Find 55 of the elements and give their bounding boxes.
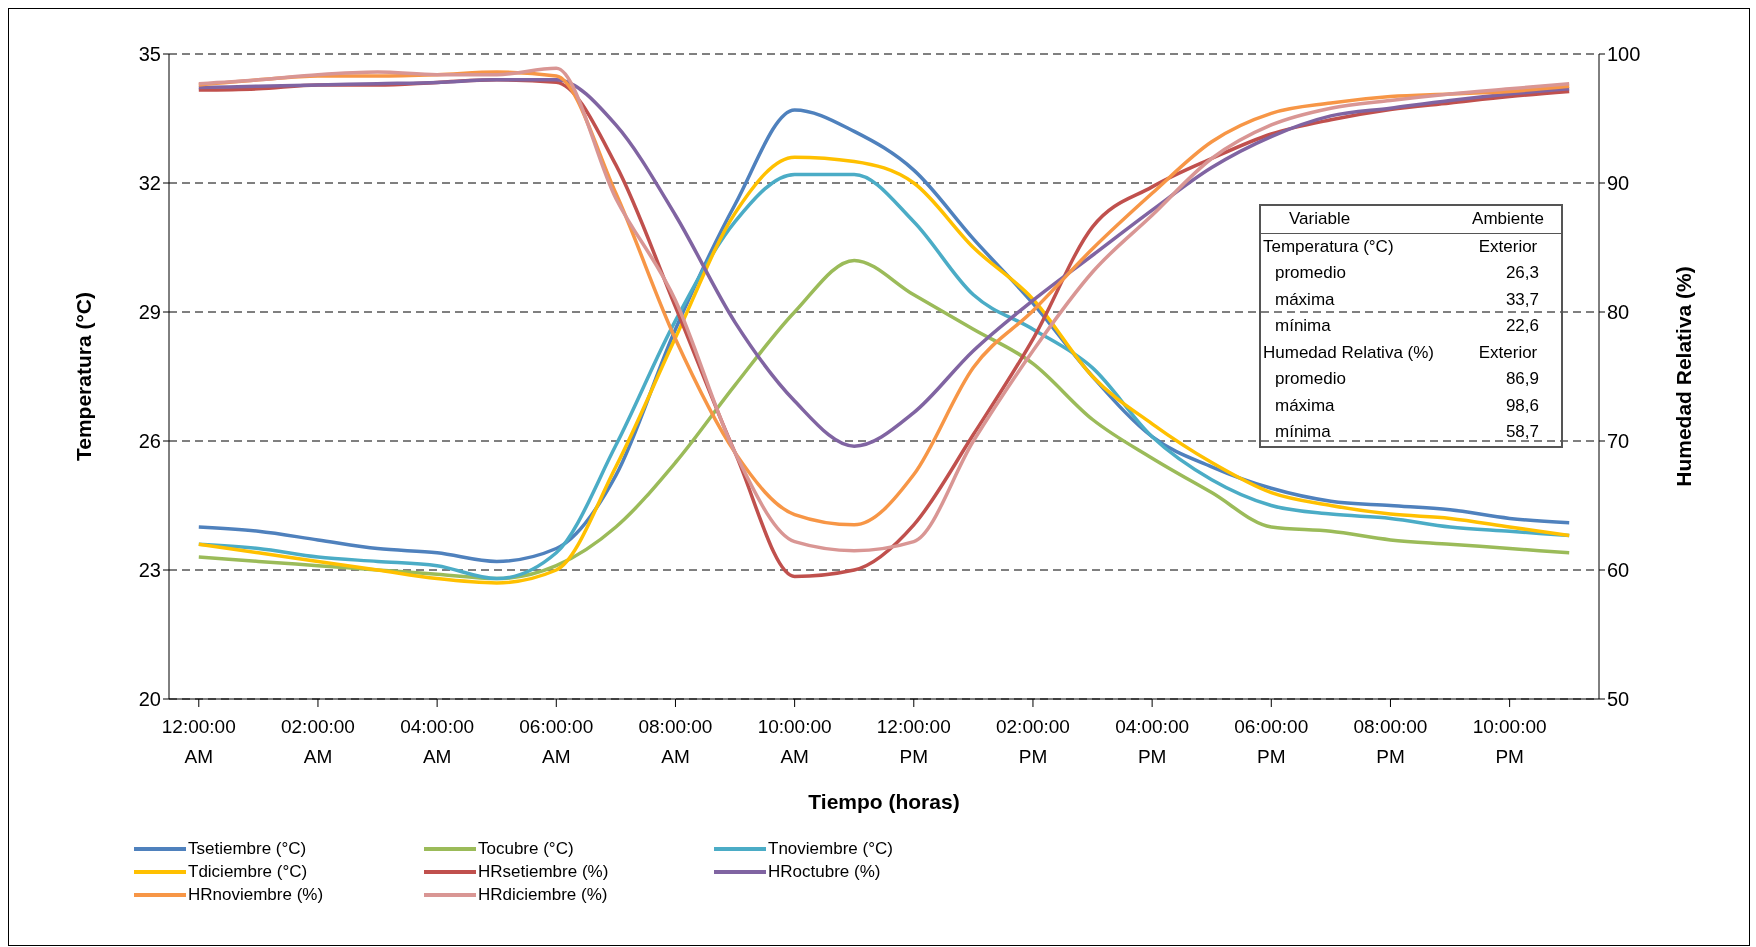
x-tick-label: 08:00:00 PM [1353, 716, 1428, 767]
x-tick-label: 06:00:00 AM [519, 716, 594, 767]
y-tick-label: 32 [138, 172, 161, 195]
legend-label: Tocubre (°C) [478, 839, 574, 859]
annotation: 26,3 [1504, 262, 1540, 284]
x-tick-label: 04:00:00 PM [1115, 716, 1190, 767]
annotation: Variable [1289, 208, 1351, 230]
annotation: máxima [1275, 394, 1335, 417]
annotation: promedio [1275, 262, 1346, 284]
x-axis-title: Tiempo (horas) [808, 790, 960, 813]
x-tick-label: 12:00:00 PM [876, 716, 951, 767]
line-series [197, 78, 1571, 448]
y-tick-label: 20 [138, 688, 161, 711]
annotation: 86,9 [1504, 368, 1540, 390]
annotation: mínima [1275, 421, 1331, 443]
y-tick-label: 23 [138, 559, 161, 582]
annotation: Exterior [1477, 235, 1539, 258]
annotation: promedio [1275, 368, 1346, 390]
y2-axis-title: Humedad Relativa (%) [1672, 266, 1696, 487]
annotation: Humedad Relativa (%) [1263, 341, 1435, 364]
line-series [197, 258, 1571, 581]
annotation: máxima [1275, 288, 1335, 311]
legend-label: Tsetiembre (°C) [188, 839, 307, 859]
legend-label: HRdiciembre (%) [478, 885, 608, 905]
x-tick-label: 02:00:00 AM [280, 716, 355, 767]
annotation: 33,7 [1504, 288, 1540, 311]
annotation: 22,6 [1504, 315, 1540, 337]
y2-tick-label: 70 [1607, 430, 1630, 453]
x-tick-label: 10:00:00 AM [757, 716, 832, 767]
y2-tick-label: 100 [1607, 43, 1641, 66]
legend-label: Tnoviembre (°C) [768, 839, 893, 859]
annotation: Exterior [1477, 341, 1539, 364]
legend-label: HRoctubre (%) [768, 862, 881, 882]
y-tick-label: 26 [138, 430, 161, 453]
y-axis-title: Temperatura (°C) [72, 291, 96, 462]
annotation: Ambiente [1471, 208, 1545, 230]
y-tick-label: 29 [138, 301, 161, 324]
annotation: mínima [1275, 315, 1331, 337]
x-tick-label: 10:00:00 PM [1472, 716, 1547, 767]
x-tick-label: 08:00:00 AM [638, 716, 713, 767]
legend-label: HRnoviembre (%) [188, 885, 324, 905]
legend-label: HRsetiembre (%) [478, 862, 609, 882]
x-tick-label: 04:00:00 AM [400, 716, 475, 767]
y2-tick-label: 80 [1607, 301, 1630, 324]
annotation: Temperatura (°C) [1263, 235, 1394, 258]
x-tick-label: 02:00:00 PM [995, 716, 1070, 767]
x-tick-label: 12:00:00 AM [161, 716, 236, 767]
y2-tick-label: 50 [1607, 688, 1630, 711]
y2-tick-label: 90 [1607, 172, 1630, 195]
y-tick-label: 35 [138, 43, 161, 66]
legend-label: Tdiciembre (°C) [188, 862, 308, 882]
x-tick-label: 06:00:00 PM [1234, 716, 1309, 767]
annotation: 98,6 [1504, 394, 1540, 417]
y2-tick-label: 60 [1607, 559, 1630, 582]
annotation: 58,7 [1504, 421, 1540, 443]
